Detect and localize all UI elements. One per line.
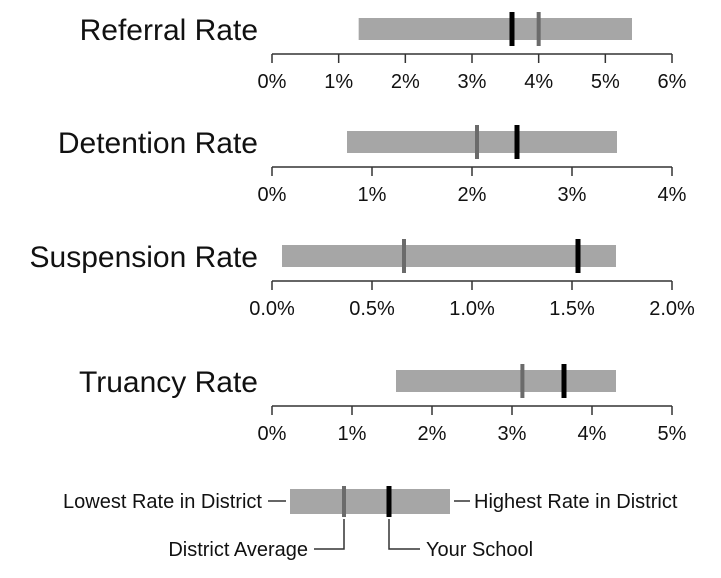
panel-1: Referral Rate 0% 1% 2% 3% 4% 5% 6% bbox=[80, 12, 687, 93]
x-tick-label: 5% bbox=[591, 71, 620, 93]
x-tick-label: 1.5% bbox=[549, 298, 595, 320]
x-tick-label: 0% bbox=[258, 423, 287, 445]
panel-title: Detention Rate bbox=[58, 127, 258, 160]
range-bar bbox=[347, 131, 617, 153]
panel-3: Suspension Rate 0.0% 0.5% 1.0% 1.5% 2.0% bbox=[30, 239, 695, 320]
panel-2: Detention Rate 0% 1% 2% 3% 4% bbox=[58, 125, 687, 206]
x-tick-label: 2.0% bbox=[649, 298, 695, 320]
range-bar bbox=[358, 18, 632, 40]
legend-your-school-label: Your School bbox=[426, 539, 533, 561]
legend-district-average-label: District Average bbox=[168, 539, 308, 561]
panel-title: Truancy Rate bbox=[79, 366, 258, 399]
x-tick-label: 0% bbox=[258, 184, 287, 206]
x-tick-label: 4% bbox=[578, 423, 607, 445]
x-tick-label: 4% bbox=[658, 184, 687, 206]
x-tick-label: 2% bbox=[418, 423, 447, 445]
panel-title: Suspension Rate bbox=[30, 241, 259, 274]
x-tick-label: 6% bbox=[658, 71, 687, 93]
x-tick-label: 0% bbox=[258, 71, 287, 93]
x-tick-label: 3% bbox=[558, 184, 587, 206]
x-tick-label: 5% bbox=[658, 423, 687, 445]
legend-your-school-leader bbox=[388, 519, 420, 550]
legend-range-bar bbox=[290, 489, 450, 514]
legend-district-average-leader bbox=[314, 519, 345, 550]
panel-title: Referral Rate bbox=[80, 14, 258, 47]
x-tick-label: 0.0% bbox=[249, 298, 295, 320]
x-tick-label: 2% bbox=[391, 71, 420, 93]
panel-4: Truancy Rate 0% 1% 2% 3% 4% 5% bbox=[79, 364, 687, 445]
x-tick-label: 3% bbox=[458, 71, 487, 93]
legend-highest-label: Highest Rate in District bbox=[474, 491, 678, 513]
x-tick-label: 1.0% bbox=[449, 298, 495, 320]
x-tick-label: 2% bbox=[458, 184, 487, 206]
legend: Lowest Rate in District Highest Rate in … bbox=[63, 486, 678, 561]
range-bar bbox=[282, 245, 616, 267]
x-tick-label: 3% bbox=[498, 423, 527, 445]
x-tick-label: 1% bbox=[338, 423, 367, 445]
range-bar bbox=[396, 370, 616, 392]
x-tick-label: 0.5% bbox=[349, 298, 395, 320]
legend-lowest-label: Lowest Rate in District bbox=[63, 491, 262, 513]
x-tick-label: 1% bbox=[324, 71, 353, 93]
x-tick-label: 4% bbox=[524, 71, 553, 93]
x-tick-label: 1% bbox=[358, 184, 387, 206]
